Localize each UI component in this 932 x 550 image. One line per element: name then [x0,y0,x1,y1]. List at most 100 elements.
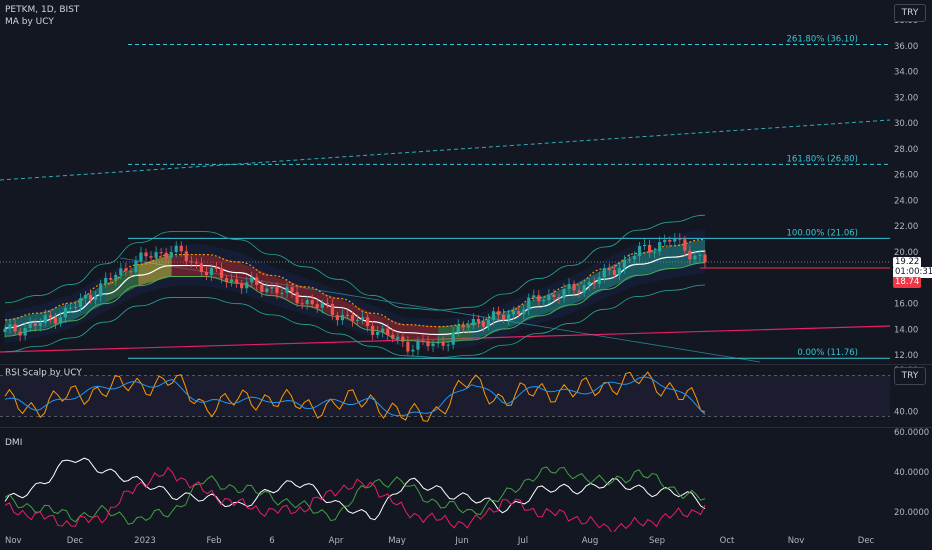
symbol-title[interactable]: PETKM, 1D, BIST [5,5,80,15]
candle-body [18,331,22,336]
candle-body [703,254,707,263]
candle-body [164,252,168,258]
candle-body [184,251,188,262]
candle-body [345,314,350,316]
candle-body [335,315,339,321]
candle-body [441,341,445,346]
rsi-currency-button[interactable]: TRY [894,367,926,385]
candle-body [58,317,62,324]
fib-level-label: 261.80% (36.10) [787,34,859,44]
candle-body [154,252,158,258]
candle-body [360,317,365,320]
candle-body [104,277,108,284]
candle-body [426,341,430,347]
time-tick-label: Apr [328,536,344,546]
candle-body [466,325,470,328]
candle-body [537,295,541,302]
candle-body [99,283,103,297]
candle-body [376,332,380,335]
candle-body [602,268,606,278]
candle-body [194,262,198,264]
trendline-upper [0,119,890,181]
time-axis[interactable]: Nov Dec 2023 Feb 6 Apr May Jun Jul Aug Sep Oct Nov De… [0,532,932,550]
pane-separator[interactable] [0,427,932,428]
time-tick-label: 2023 [134,536,156,546]
candle-body [436,341,440,344]
dmi-pane[interactable]: 60.0000 40.0000 20.0000 DMI [0,428,932,532]
adx-line [4,457,706,521]
candle-body [371,325,375,335]
price-tick-label: 24.00 [894,196,918,206]
candle-body [491,311,496,320]
candle-body [461,324,465,328]
price-axis[interactable]: 38.0036.0034.0032.0030.0028.0026.0024.00… [890,0,932,364]
candle-body [8,324,12,329]
minus-di-line [4,466,706,532]
dmi-title[interactable]: DMI [5,438,23,448]
dmi-tick-label: 40.0000 [894,468,929,478]
candle-body [678,238,682,240]
candle-body [320,303,324,308]
dmi-chart[interactable] [0,428,890,532]
candle-body [265,288,269,292]
candle-body [355,319,360,321]
ma-line-lower [4,262,706,343]
price-chart[interactable]: 261.80% (36.10) 161.80% (26.80) 100.00% (2… [0,0,890,364]
bollinger-lower [4,284,706,358]
rsi-chart[interactable] [0,365,890,427]
last-price-tag: 19.22 [893,257,922,268]
candle-body [683,239,687,251]
candle-body [250,277,254,283]
candle-body [557,297,561,299]
candle-body [295,292,299,304]
candle-body [532,295,536,298]
candle-body [245,282,249,289]
candle-body [658,242,662,252]
candle-body [456,324,460,333]
price-tick-label: 30.00 [894,119,918,129]
currency-button[interactable]: TRY [894,4,926,22]
candle-body [224,278,229,282]
bollinger-upper [4,214,706,311]
price-pane[interactable]: 261.80% (36.10) 161.80% (26.80) 100.00% (2… [0,0,932,364]
candle-body [114,274,118,280]
candle-body [486,319,491,327]
candle-body [653,251,657,253]
dmi-axis[interactable]: 60.0000 40.0000 20.0000 [890,428,932,532]
candle-body [340,314,345,321]
rsi-band [0,375,890,417]
candle-body [481,321,486,327]
trendline-lower [0,325,890,353]
price-tick-label: 34.00 [894,68,918,78]
pane-separator[interactable] [0,364,932,365]
candle-body [139,252,143,261]
time-tick-label: Nov [5,536,22,546]
ma-line-mid [4,250,706,336]
candle-body [501,314,506,320]
candle-body [78,298,83,307]
candle-body [73,306,78,308]
candle-body [693,255,697,260]
candle-body [577,290,581,293]
price-tick-label: 14.00 [894,325,918,335]
dmi-tick-label: 20.0000 [894,508,929,518]
indicator-title[interactable]: MA by UCY [5,17,54,27]
candle-body [552,294,556,298]
candle-body [94,296,98,300]
rsi-title[interactable]: RSI Scalp by UCY [5,368,82,378]
candle-body [431,343,435,347]
rsi-signal-line [4,376,706,417]
fib-level-label: 0.00% (11.76) [797,348,858,358]
candle-body [648,245,652,253]
candle-body [109,277,113,280]
time-tick-label: Sep [648,536,666,546]
candle-body [506,314,511,320]
candle-body [219,267,224,279]
candle-body [204,272,209,276]
candle-body [668,239,672,242]
time-tick-label: Aug [581,536,599,546]
candle-body [396,336,400,339]
candle-body [174,245,178,253]
candle-body [199,263,204,273]
